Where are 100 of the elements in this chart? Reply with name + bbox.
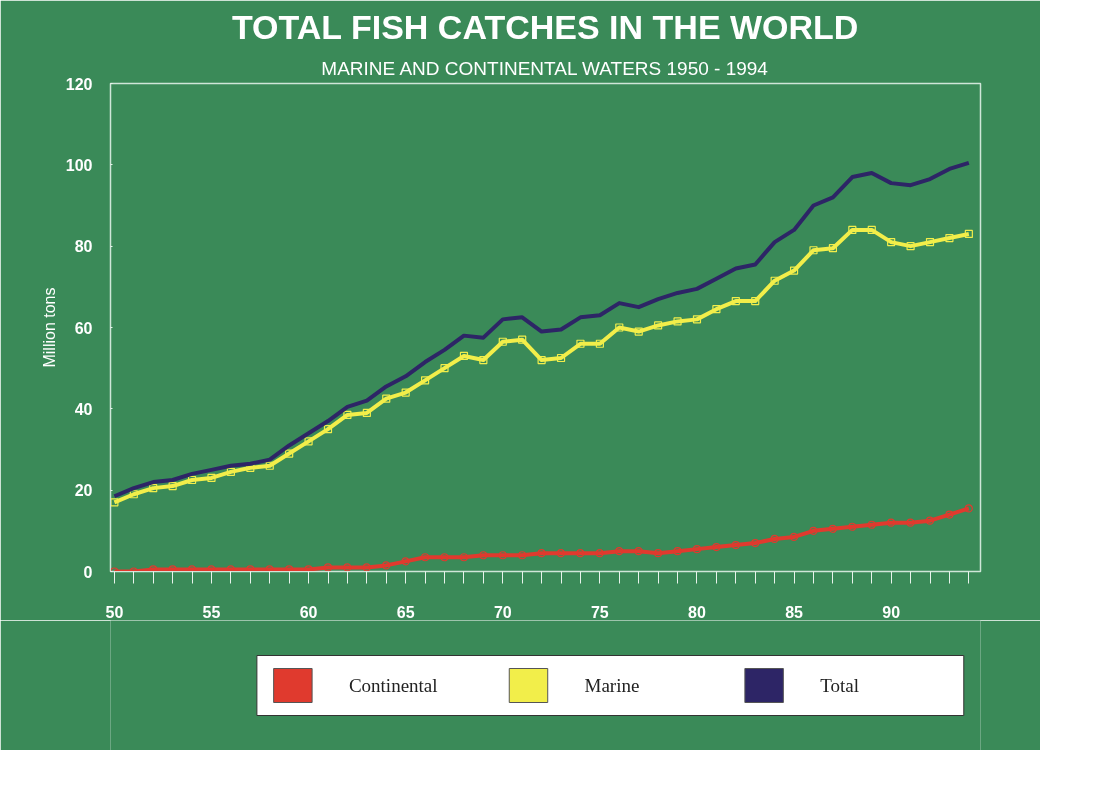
point: [576, 549, 585, 558]
point: [634, 327, 643, 336]
point: [479, 355, 488, 365]
point: [945, 233, 954, 243]
point: [595, 339, 604, 348]
point: [207, 473, 216, 483]
x-tick-label: 80: [688, 603, 706, 621]
point: [343, 410, 352, 420]
point: [848, 225, 857, 234]
point: [265, 461, 274, 470]
point: [615, 323, 624, 332]
point: [226, 467, 235, 476]
point: [692, 315, 702, 324]
point: [634, 547, 643, 556]
point: [789, 532, 799, 542]
point: [382, 394, 391, 403]
point: [692, 545, 702, 554]
chart-subtitle: MARINE AND CONTINENTAL WATERS 1950 - 1994: [321, 57, 769, 79]
y-tick-label: 20: [74, 482, 93, 500]
y-axis-title: Million tons: [40, 287, 58, 368]
x-tick-label: 90: [882, 603, 901, 621]
point: [149, 484, 158, 493]
point: [751, 538, 760, 548]
legend-label: Marine: [584, 675, 640, 696]
point: [479, 551, 488, 560]
point: [110, 498, 119, 507]
point: [828, 244, 838, 253]
point: [556, 549, 566, 558]
point: [537, 355, 546, 365]
point: [673, 547, 682, 556]
point: [751, 296, 760, 306]
point: [906, 518, 915, 527]
point: [809, 246, 818, 255]
point: [887, 518, 896, 527]
y-tick-label: 80: [74, 238, 93, 256]
point: [362, 563, 371, 572]
point: [731, 296, 740, 306]
x-tick-label: 75: [590, 603, 609, 621]
point: [421, 376, 430, 385]
point: [440, 553, 449, 562]
point: [654, 321, 663, 330]
x-tick-label: 70: [493, 603, 512, 621]
point: [304, 437, 313, 446]
point: [906, 242, 915, 251]
point: [945, 510, 954, 519]
point: [925, 238, 935, 247]
point: [285, 449, 294, 458]
point: [343, 563, 352, 572]
point: [964, 504, 973, 513]
point: [401, 388, 410, 397]
point: [168, 482, 177, 491]
point: [518, 335, 527, 344]
point: [712, 543, 721, 552]
point: [770, 534, 779, 544]
point: [867, 520, 876, 529]
point: [187, 475, 197, 485]
point: [129, 490, 138, 499]
point: [556, 353, 566, 363]
point: [362, 408, 371, 417]
point: [382, 561, 391, 570]
point: [595, 549, 604, 558]
chart-title: TOTAL FISH CATCHES IN THE WORLD: [231, 7, 859, 46]
legend-label: Continental: [348, 675, 438, 696]
y-tick-label: 0: [83, 563, 93, 581]
y-tick-label: 120: [65, 75, 93, 93]
y-tick-label: 60: [74, 319, 93, 337]
point: [518, 551, 527, 560]
point: [498, 551, 507, 560]
point: [712, 305, 721, 314]
point: [809, 526, 818, 535]
x-tick-label: 50: [105, 603, 124, 621]
point: [401, 557, 410, 566]
point: [848, 522, 857, 531]
point: [459, 553, 469, 562]
x-tick-label: 85: [785, 603, 804, 621]
point: [498, 337, 507, 346]
point: [323, 563, 333, 572]
point: [440, 364, 449, 373]
point: [867, 225, 876, 234]
point: [731, 540, 740, 550]
point: [828, 524, 838, 533]
point: [925, 516, 935, 525]
x-tick-label: 55: [202, 603, 221, 621]
y-tick-label: 40: [74, 400, 93, 418]
point: [770, 276, 779, 285]
y-tick-label: 100: [65, 156, 93, 174]
x-tick-label: 65: [396, 603, 415, 621]
x-tick-label: 60: [299, 603, 318, 621]
point: [654, 549, 663, 558]
point: [789, 266, 799, 275]
point: [673, 317, 682, 326]
point: [323, 425, 333, 434]
point: [421, 553, 430, 562]
point: [459, 351, 469, 361]
point: [887, 238, 896, 247]
point: [576, 339, 585, 348]
point: [537, 549, 546, 558]
legend-label: Total: [820, 675, 859, 696]
point: [615, 547, 624, 556]
point: [964, 229, 973, 239]
